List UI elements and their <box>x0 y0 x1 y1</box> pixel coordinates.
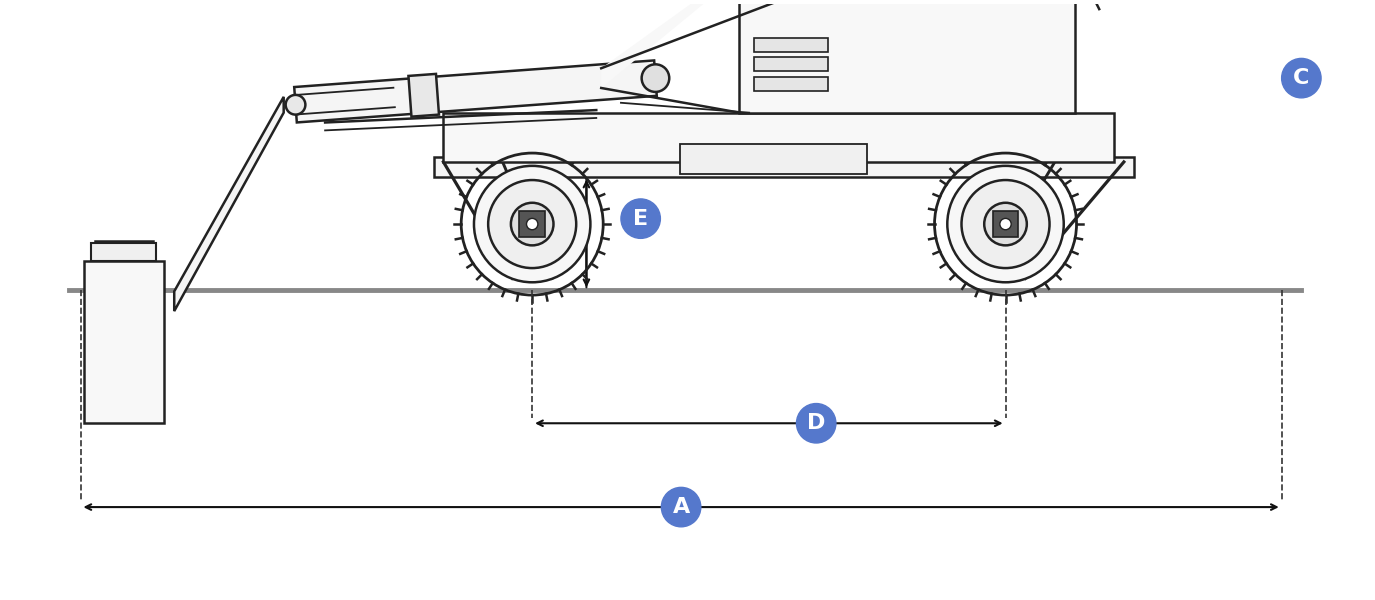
Bar <box>91 243 157 260</box>
Bar <box>754 77 828 91</box>
Circle shape <box>947 166 1064 282</box>
Circle shape <box>286 95 305 115</box>
Bar <box>84 260 165 423</box>
Polygon shape <box>601 0 1134 88</box>
Circle shape <box>661 487 701 527</box>
Text: A: A <box>672 497 690 517</box>
FancyBboxPatch shape <box>520 211 544 237</box>
Polygon shape <box>408 74 439 116</box>
Circle shape <box>622 199 660 238</box>
Text: C: C <box>1292 68 1309 88</box>
Circle shape <box>1282 58 1321 98</box>
Circle shape <box>984 203 1027 245</box>
Polygon shape <box>740 0 1074 113</box>
Text: D: D <box>807 413 825 433</box>
Circle shape <box>527 218 538 230</box>
Polygon shape <box>443 113 1114 162</box>
Circle shape <box>488 180 576 268</box>
Polygon shape <box>294 61 657 122</box>
Polygon shape <box>175 97 283 311</box>
Circle shape <box>1000 218 1011 230</box>
Bar <box>754 38 828 52</box>
Polygon shape <box>433 157 1134 177</box>
Text: E: E <box>632 209 648 229</box>
Circle shape <box>796 404 836 443</box>
FancyBboxPatch shape <box>993 211 1019 237</box>
FancyBboxPatch shape <box>681 144 868 174</box>
Circle shape <box>642 64 670 92</box>
Circle shape <box>512 203 554 245</box>
Bar <box>754 58 828 71</box>
Circle shape <box>961 180 1049 268</box>
Circle shape <box>474 166 590 282</box>
